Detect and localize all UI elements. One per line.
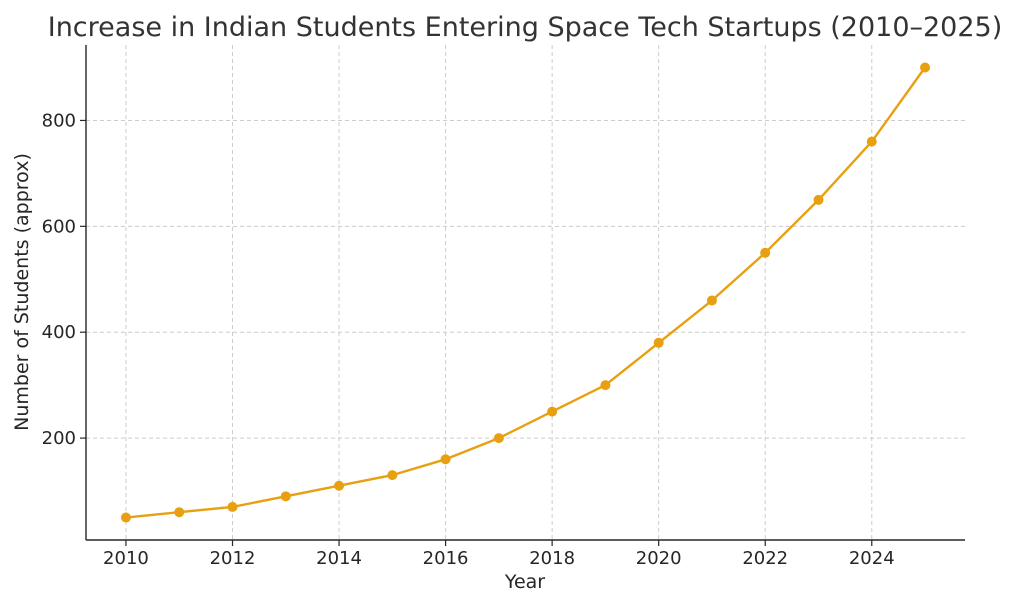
series-layer xyxy=(120,62,931,523)
data-point xyxy=(280,491,291,502)
data-point xyxy=(120,512,131,523)
x-tick-label: 2014 xyxy=(316,548,362,569)
x-tick-label: 2020 xyxy=(636,548,682,569)
data-point xyxy=(227,501,238,512)
x-tick-label: 2024 xyxy=(849,548,895,569)
data-point xyxy=(174,507,185,518)
data-point xyxy=(866,136,877,147)
series-line xyxy=(125,66,926,519)
grid-lines xyxy=(86,45,965,540)
data-point xyxy=(440,454,451,465)
data-point xyxy=(334,480,345,491)
data-point xyxy=(706,295,717,306)
x-axis-label: Year xyxy=(504,571,545,593)
x-tick-label: 2010 xyxy=(103,548,149,569)
y-tick-label: 800 xyxy=(42,110,76,131)
x-tick-label: 2022 xyxy=(742,548,788,569)
data-point xyxy=(387,470,398,481)
x-tick-label: 2012 xyxy=(210,548,256,569)
data-point xyxy=(653,337,664,348)
x-tick-label: 2016 xyxy=(423,548,469,569)
data-point xyxy=(600,380,611,391)
chart-title: Increase in Indian Students Entering Spa… xyxy=(48,12,1003,43)
y-tick-label: 600 xyxy=(42,216,76,237)
data-point xyxy=(920,62,931,73)
data-point xyxy=(547,406,558,417)
y-axis-label: Number of Students (approx) xyxy=(11,153,33,431)
x-tick-label: 2018 xyxy=(529,548,575,569)
y-tick-label: 400 xyxy=(42,322,76,343)
data-point xyxy=(493,433,504,444)
y-tick-label: 200 xyxy=(42,428,76,449)
data-point xyxy=(760,247,771,258)
axes: 2010 2012 2014 2016 2018 2020 2022 2024 200 400 60… xyxy=(42,45,965,569)
data-point xyxy=(813,194,824,205)
